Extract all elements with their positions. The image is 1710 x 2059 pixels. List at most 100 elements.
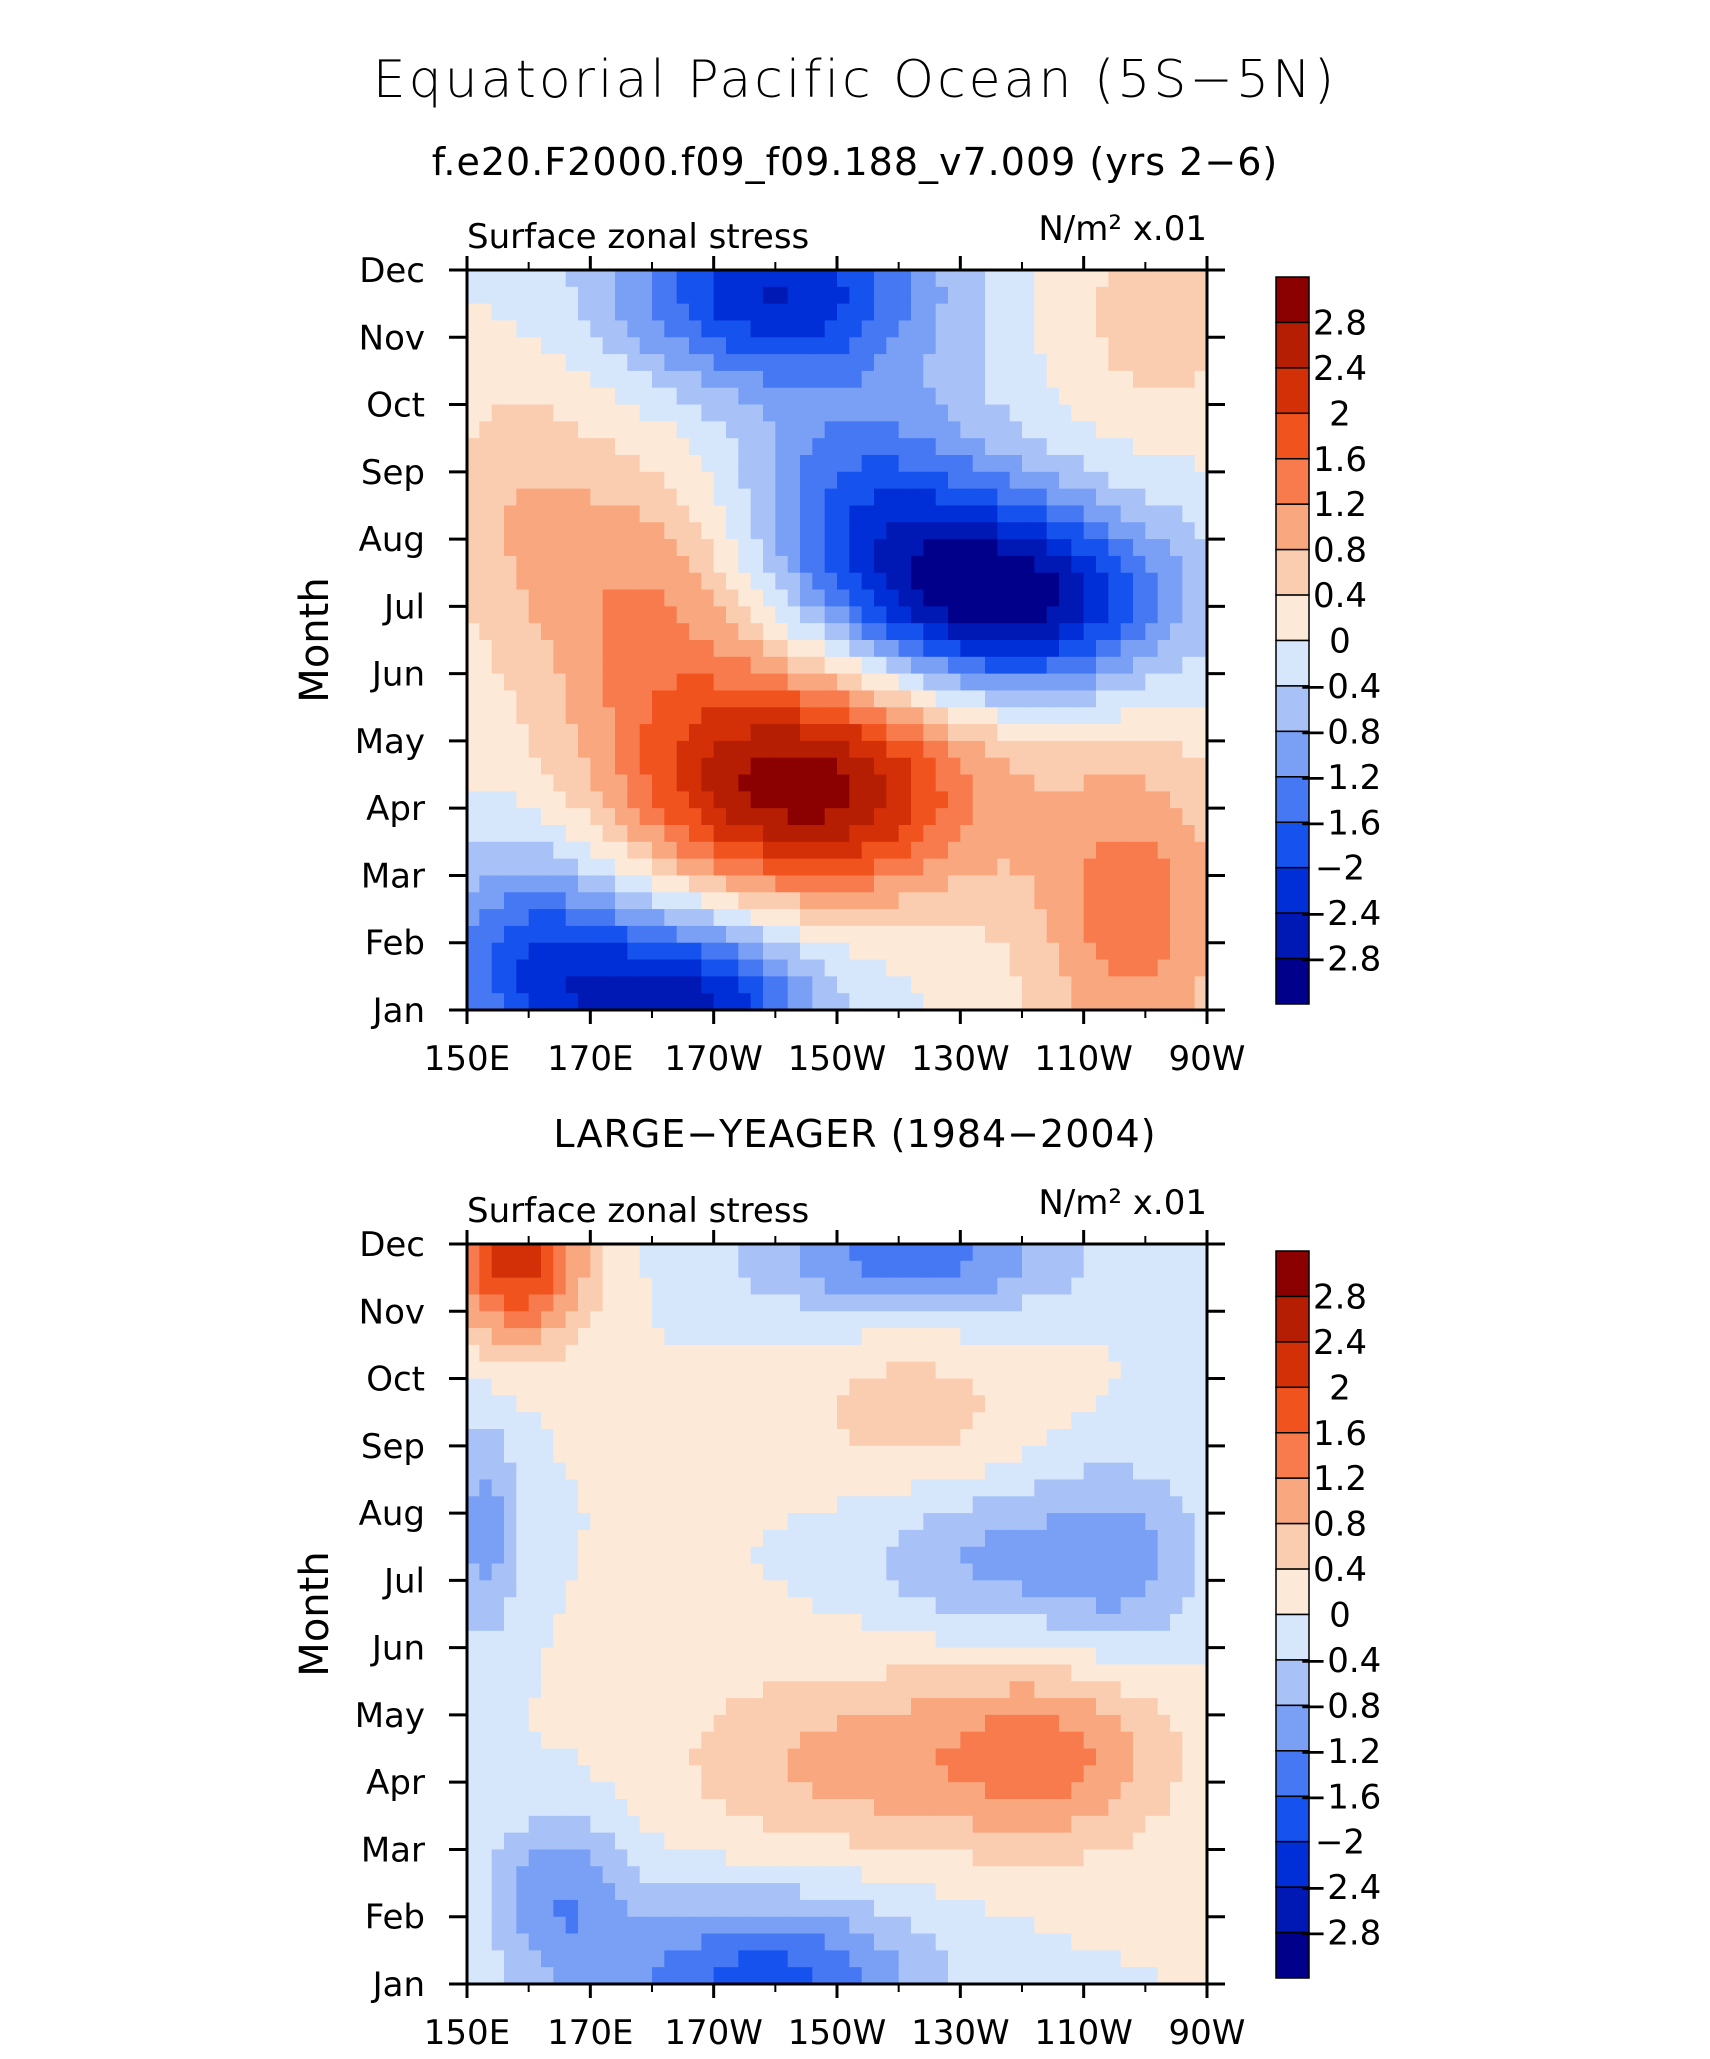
heatmap-cell [738, 993, 752, 1011]
heatmap-cell [578, 1546, 591, 1565]
heatmap-cell [701, 774, 715, 792]
heatmap-cell [1157, 1647, 1171, 1666]
heatmap-cell [602, 555, 616, 574]
heatmap-cell [541, 1698, 554, 1716]
heatmap-cell [1133, 1782, 1146, 1800]
heatmap-cell [1194, 1799, 1208, 1817]
heatmap-cell [1046, 270, 1060, 288]
heatmap-cell [615, 1479, 628, 1497]
heatmap-cell [664, 1513, 678, 1531]
heatmap-cell [726, 673, 739, 692]
heatmap-cell [960, 841, 974, 860]
heatmap-cell [491, 1849, 505, 1867]
heatmap-cell [849, 1614, 863, 1632]
heatmap-cell [689, 791, 702, 809]
heatmap-cell [738, 892, 752, 910]
heatmap-cell [812, 438, 826, 456]
heatmap-cell [1108, 471, 1122, 490]
heatmap-cell [960, 539, 974, 557]
heatmap-cell [1009, 808, 1023, 826]
heatmap-cell [1145, 740, 1159, 759]
heatmap-cell [1022, 656, 1035, 675]
heatmap-cell [874, 1513, 887, 1531]
heatmap-cell [886, 976, 900, 994]
heatmap-cell [639, 909, 653, 927]
heatmap-cell [726, 875, 739, 893]
heatmap-cell [1108, 976, 1122, 994]
heatmap-cell [923, 1597, 937, 1615]
heatmap-cell [985, 1378, 998, 1396]
heatmap-cell [1182, 270, 1196, 288]
heatmap-cell [491, 505, 505, 523]
heatmap-cell [664, 656, 678, 675]
heatmap-cell [1034, 421, 1048, 439]
heatmap-cell [1133, 925, 1146, 944]
heatmap-cell [713, 1546, 727, 1565]
heatmap-cell [1096, 555, 1109, 574]
heatmap-cell [1194, 640, 1208, 658]
heatmap-cell [726, 1445, 739, 1464]
heatmap-cell [1071, 892, 1085, 910]
heatmap-cell [935, 1580, 949, 1598]
heatmap-cell [1096, 1429, 1109, 1447]
heatmap-cell [812, 488, 826, 507]
heatmap-cell [615, 707, 628, 725]
colorbar-label: 0 [1329, 622, 1351, 662]
heatmap-cell [874, 1765, 887, 1783]
heatmap-cell [874, 286, 887, 305]
heatmap-cell [1133, 858, 1146, 877]
heatmap-cell [553, 1849, 567, 1867]
heatmap-cell [652, 640, 665, 658]
heatmap-cell [935, 656, 949, 675]
heatmap-cell [1120, 690, 1134, 708]
heatmap-cell [1170, 1630, 1183, 1649]
heatmap-cell [1022, 825, 1035, 843]
heatmap-cell [1157, 1546, 1171, 1565]
heatmap-cell [886, 1664, 900, 1682]
heatmap-cell [1182, 925, 1196, 944]
heatmap-cell [1157, 488, 1171, 507]
heatmap-cell [935, 555, 949, 574]
heatmap-cell [689, 572, 702, 591]
heatmap-cell [701, 1546, 715, 1565]
heatmap-cell [763, 825, 776, 843]
heatmap-cell [1120, 942, 1134, 961]
heatmap-cell [627, 1361, 641, 1380]
heatmap-cell [1071, 1546, 1085, 1565]
heatmap-cell [1170, 1277, 1183, 1296]
heatmap-cell [664, 572, 678, 591]
heatmap-cell [1133, 1664, 1146, 1682]
heatmap-cell [911, 1311, 924, 1329]
heatmap-cell [528, 370, 542, 389]
heatmap-cell [1083, 1378, 1097, 1396]
heatmap-cell [960, 724, 974, 742]
heatmap-cell [689, 1832, 702, 1851]
heatmap-cell [898, 1731, 912, 1750]
heatmap-cell [1170, 421, 1183, 439]
heatmap-cell [824, 1260, 838, 1279]
heatmap-cell [763, 925, 776, 944]
heatmap-cell [1009, 320, 1023, 338]
heatmap-cell [491, 438, 505, 456]
heatmap-cell [886, 354, 900, 372]
heatmap-cell [923, 875, 937, 893]
heatmap-cell [491, 387, 505, 406]
heatmap-cell [479, 1698, 493, 1716]
heatmap-cell [775, 740, 789, 759]
heatmap-cell [726, 1294, 739, 1312]
heatmap-cell [516, 1563, 530, 1581]
heatmap-cell [948, 1462, 961, 1481]
heatmap-cell [997, 623, 1011, 641]
heatmap-cell [664, 875, 678, 893]
heatmap-cell [664, 488, 678, 507]
heatmap-cell [689, 774, 702, 792]
heatmap-cell [923, 354, 937, 372]
heatmap-cell [1046, 387, 1060, 406]
heatmap-cell [516, 925, 530, 944]
heatmap-cell [1009, 1429, 1023, 1447]
heatmap-cell [1096, 455, 1109, 473]
heatmap-cell [713, 1664, 727, 1682]
heatmap-cell [750, 505, 764, 523]
heatmap-cell [1046, 1664, 1060, 1682]
heatmap-cell [1083, 370, 1097, 389]
